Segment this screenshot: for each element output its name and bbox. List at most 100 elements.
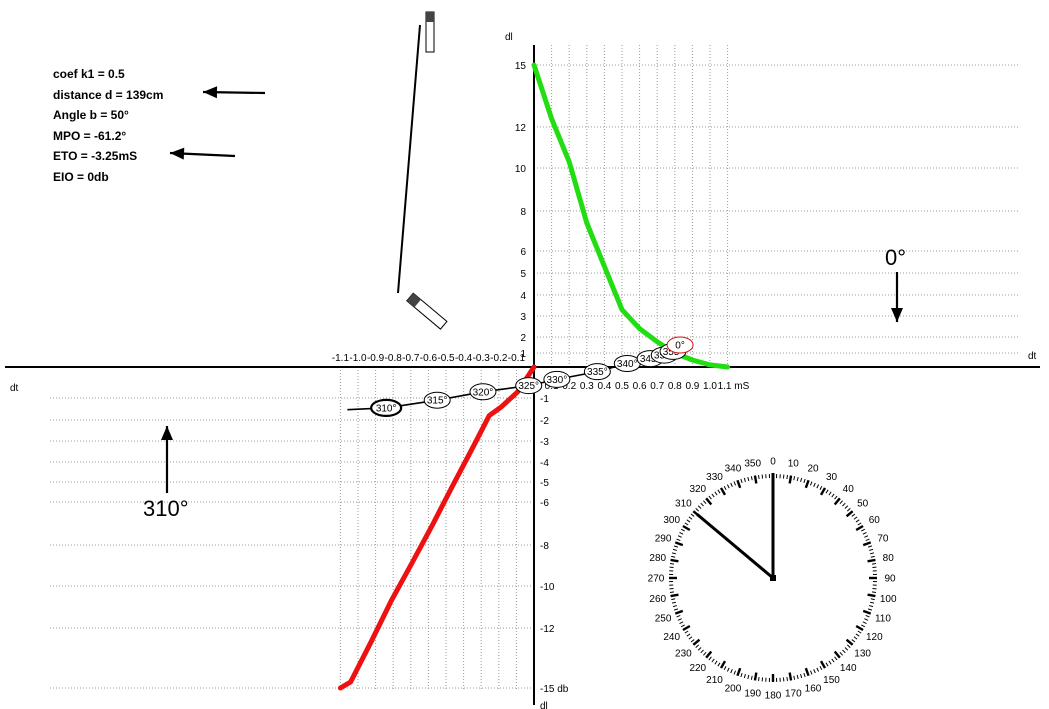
y-tick-label: 6 [520,247,526,258]
dial-tick [692,638,701,646]
dial-tick [796,476,799,482]
dial-tick [851,513,856,517]
dial-tick [717,489,721,494]
y-tick-label: -5 [540,478,549,489]
dial-tick [703,651,707,656]
x-tick-label: -0.1 [508,353,526,364]
dial-tick [736,667,742,677]
dial-tick [865,538,870,542]
dial-tick [676,538,681,542]
dial-label: 250 [655,614,672,625]
x-tick-label: -0.3 [473,353,491,364]
dial-tick [788,672,793,681]
dial-tick [803,672,806,678]
dial-tick [868,548,874,551]
sensor-top-cap [426,12,434,22]
angle-label: 355° [663,347,684,358]
dial-tick [703,500,707,505]
y-tick-label: 5 [520,269,526,280]
dial-tick [673,608,679,611]
y-tick-label: -15 db [540,684,569,695]
info-coef-k1: coef k1 = 0.5 [53,67,125,81]
dial-tick [869,601,875,604]
dial-tick [828,491,832,496]
dial-label: 240 [663,632,680,643]
x-tick-label: -1.0 [349,353,367,364]
angle-label: 340° [617,359,638,370]
dial-tick [867,558,876,563]
angle-labels: 310°315°320°325°330°335°340°345°350°355°… [347,336,694,417]
sensor-bottom-cap [406,293,421,308]
x-tick-label: -0.2 [490,353,508,364]
dial-tick [816,667,820,672]
dial-label: 210 [706,675,723,686]
dial-tick [831,493,835,498]
dial-tick [868,605,874,608]
dial-tick [864,535,869,538]
dial-tick [736,479,742,489]
y-tick-label: 10 [515,164,527,175]
dial-label: 180 [765,691,782,702]
dial-tick [750,476,753,481]
dial-tick [839,500,843,505]
dial-tick [862,609,872,615]
dial-tick [853,636,858,640]
dial-tick [708,656,712,661]
y-tick-label: -6 [540,498,549,509]
dial-tick [867,593,876,598]
dial-tick [804,667,810,677]
dial-tick [845,510,854,518]
dial-label: 190 [744,689,761,700]
dial-tick [679,531,684,535]
x-tick-label: 0.5 [615,381,629,392]
dial-tick [671,552,677,555]
dial-tick [844,647,849,651]
dial-tick [669,563,675,565]
dial-tick [743,673,746,679]
dial-tick [697,505,702,509]
y-tick-label: -12 [540,624,555,635]
dial-tick [688,636,693,640]
y-tick-label: -1 [540,394,549,405]
dial-label: 50 [857,498,869,509]
dial-label: 310 [675,498,692,509]
angle-marker [370,398,403,417]
dial-tick [870,598,875,601]
y-axis-label-bottom: dl [540,701,548,709]
x-tick-label: 0.3 [580,381,594,392]
dial-tick [813,482,816,487]
dial-tick [861,528,866,532]
y-tick-label: 2 [520,333,526,344]
dial-tick [819,485,823,490]
dial-tick [733,481,737,486]
arrow-310deg-head [161,426,173,440]
dial-tick [682,524,691,532]
dial-label: 0 [770,457,776,468]
dial-tick [869,552,875,555]
dial-tick [803,478,806,484]
dial-tick [809,481,813,486]
dial-label: 120 [866,632,883,643]
dial-tick [730,482,733,487]
dial-label: 200 [725,683,742,694]
dial-tick [695,644,700,648]
dial-label: 10 [788,458,800,469]
dial-tick [743,477,746,483]
dial-tick [723,666,727,671]
dial-label: 100 [880,594,897,605]
dial-tick [740,478,743,484]
y-axis-label-top: dl [505,32,513,43]
dial-tick [740,672,743,678]
angle-label: 330° [547,375,568,386]
info-mpo: MPO = -61.2° [53,128,127,143]
dial-tick [684,630,689,634]
info-eio: EIO = 0db [53,169,109,184]
dial-label: 70 [877,533,889,544]
angle-marker [666,336,694,354]
dial-tick [816,484,820,489]
dial-tick [839,651,843,656]
dial-tick [833,650,841,659]
dial-tick [786,474,788,480]
annotations: 0°310° [143,11,906,521]
